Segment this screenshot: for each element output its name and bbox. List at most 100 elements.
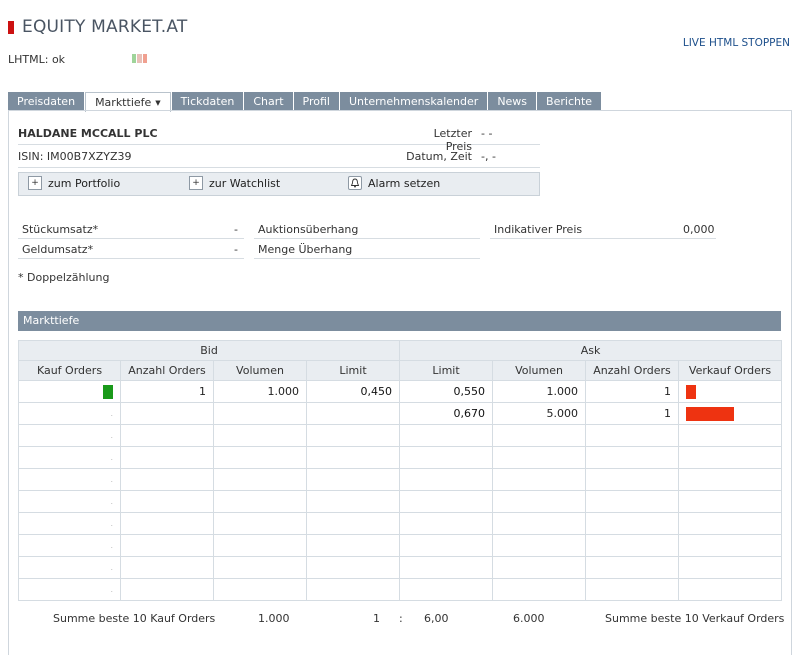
ask-count-cell: 1 <box>585 380 680 403</box>
add-to-portfolio-button[interactable]: + zum Portfolio <box>28 176 120 190</box>
bid-limit-cell <box>305 512 401 535</box>
divider <box>254 258 480 259</box>
sum-buy-count: 1 <box>373 612 380 625</box>
menge-ueberhang-label: Menge Überhang <box>258 243 353 256</box>
tab-unternehmenskalender[interactable]: Unternehmenskalender <box>339 92 488 111</box>
tab-markttiefe[interactable]: Markttiefe ▼ <box>85 92 171 112</box>
ask-volume-bar <box>686 406 735 421</box>
col-kauf-orders: Kauf Orders <box>18 360 121 381</box>
ask-volume-cell <box>492 512 587 535</box>
col-verkauf-orders: Verkauf Orders <box>678 360 783 381</box>
col-ask-anzahl: Anzahl Orders <box>585 360 680 381</box>
set-alarm-button[interactable]: Alarm setzen <box>348 176 440 190</box>
tab-tickdaten[interactable]: Tickdaten <box>171 92 244 111</box>
ask-limit-cell <box>399 424 494 447</box>
tab-label: Chart <box>253 95 284 108</box>
ask-limit-cell <box>399 512 494 535</box>
bid-limit-cell <box>305 424 401 447</box>
bid-volume-cell <box>213 402 307 425</box>
bid-volume-cell <box>213 490 307 513</box>
footnote: * Doppelzählung <box>18 271 110 284</box>
indicator-segment <box>132 54 137 63</box>
sum-buy-volume: 1.000 <box>258 612 290 625</box>
tab-berichte[interactable]: Berichte <box>537 92 602 111</box>
kauf-orders-cell: . <box>18 446 121 469</box>
tab-label: News <box>497 95 528 108</box>
ask-volume-cell: 5.000 <box>492 402 587 425</box>
connection-indicator-icon <box>132 54 147 63</box>
col-bid-anzahl: Anzahl Orders <box>120 360 214 381</box>
sum-ratio-separator: : <box>399 612 403 625</box>
button-label: zum Portfolio <box>48 176 121 190</box>
sum-sell-volume: 6.000 <box>513 612 545 625</box>
tab-label: Preisdaten <box>17 95 76 108</box>
auktionsueberhang-label: Auktionsüberhang <box>258 223 359 236</box>
bid-count-cell <box>120 556 214 579</box>
ask-limit-cell: 0,550 <box>399 380 494 403</box>
bid-count-cell <box>120 512 214 535</box>
verkauf-orders-cell <box>678 534 783 557</box>
ask-count-cell <box>585 534 680 557</box>
verkauf-orders-cell <box>678 512 783 535</box>
bid-count-cell: 1 <box>120 380 214 403</box>
chevron-down-icon: ▼ <box>155 98 161 107</box>
sum-sell-label: Summe beste 10 Verkauf Orders <box>605 612 785 625</box>
ask-count-cell <box>585 512 680 535</box>
ask-header: Ask <box>399 340 783 361</box>
ask-count-cell <box>585 446 680 469</box>
kauf-orders-cell: . <box>18 468 121 491</box>
lhtml-status: LHTML: ok <box>8 53 66 66</box>
table-row: . <box>18 446 783 469</box>
ask-count-cell <box>585 578 680 601</box>
ask-limit-cell <box>399 446 494 469</box>
verkauf-orders-cell <box>678 380 783 403</box>
kauf-orders-cell: . <box>18 424 121 447</box>
markttiefe-header: Markttiefe <box>18 311 781 331</box>
bid-count-cell <box>120 402 214 425</box>
page-title: EQUITY MARKET.AT <box>22 17 188 37</box>
kauf-orders-cell: . <box>18 402 121 425</box>
ask-volume-cell <box>492 490 587 513</box>
tab-label: Tickdaten <box>180 95 235 108</box>
tab-label: Unternehmenskalender <box>348 95 479 108</box>
verkauf-orders-cell <box>678 424 783 447</box>
instrument-isin: ISIN: IM00B7XZYZ39 <box>18 150 132 163</box>
bell-icon <box>348 176 362 190</box>
indicator-segment <box>142 54 147 63</box>
ask-count-cell <box>585 556 680 579</box>
bid-limit-cell <box>305 490 401 513</box>
tab-preisdaten[interactable]: Preisdaten <box>8 92 85 111</box>
date-time-value: -, - <box>481 150 496 163</box>
bid-count-cell <box>120 534 214 557</box>
ask-count-cell <box>585 424 680 447</box>
bid-volume-cell <box>213 468 307 491</box>
tab-profil[interactable]: Profil <box>293 92 339 111</box>
table-row: . <box>18 512 783 535</box>
indikativer-preis-value: 0,000 <box>683 223 715 236</box>
bid-volume-cell: 1.000 <box>213 380 307 403</box>
tab-label: Markttiefe <box>95 96 152 109</box>
add-to-watchlist-button[interactable]: + zur Watchlist <box>189 176 280 190</box>
divider <box>254 238 480 239</box>
tab-label: Berichte <box>546 95 593 108</box>
action-bar <box>18 172 540 196</box>
geldumsatz-value: - <box>234 243 238 256</box>
bid-count-cell <box>120 424 214 447</box>
tab-bar: Preisdaten Markttiefe ▼ Tickdaten Chart P… <box>8 92 602 112</box>
live-html-stop-link[interactable]: LIVE HTML STOPPEN <box>682 37 790 49</box>
col-bid-volumen: Volumen <box>213 360 307 381</box>
bid-volume-cell <box>213 446 307 469</box>
tab-news[interactable]: News <box>488 92 537 111</box>
add-watchlist-icon: + <box>189 176 203 190</box>
ask-limit-cell <box>399 556 494 579</box>
tab-chart[interactable]: Chart <box>244 92 293 111</box>
instrument-name: HALDANE MCCALL PLC <box>18 127 158 140</box>
ask-limit-cell: 0,670 <box>399 402 494 425</box>
kauf-orders-cell <box>18 380 121 403</box>
kauf-orders-cell: . <box>18 578 121 601</box>
table-row: . <box>18 578 783 601</box>
divider <box>490 238 716 239</box>
last-price-value: - - <box>481 127 493 140</box>
add-portfolio-icon: + <box>28 176 42 190</box>
bid-volume-cell <box>213 534 307 557</box>
